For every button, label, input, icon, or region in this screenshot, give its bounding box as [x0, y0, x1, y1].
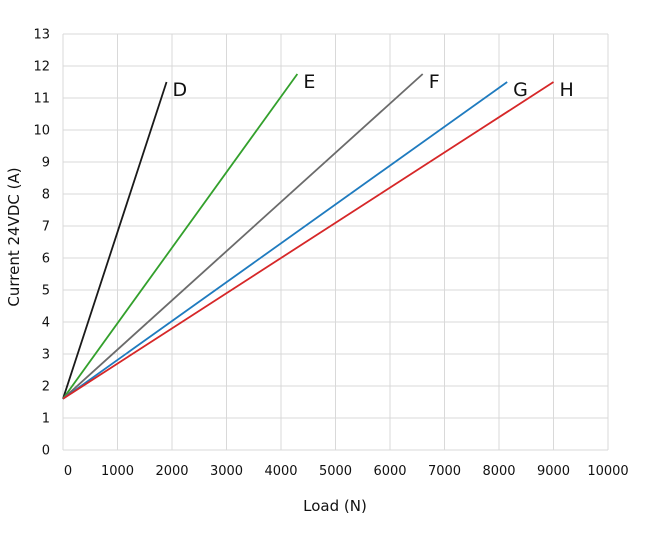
series-lines: [62, 73, 554, 400]
y-tick-label: 2: [42, 380, 50, 395]
y-tick-label: 7: [42, 220, 50, 235]
x-tick-label: 0: [64, 464, 72, 479]
x-tick-label: 10000: [587, 464, 628, 479]
y-tick-label: 6: [42, 252, 50, 267]
y-tick-label: 4: [42, 316, 50, 331]
series-line-g: [62, 81, 508, 400]
x-tick-label: 8000: [482, 464, 515, 479]
y-tick-label: 11: [33, 92, 50, 107]
x-tick-label: 2000: [155, 464, 188, 479]
series-label-e: E: [303, 71, 315, 93]
y-tick-label: 5: [42, 284, 50, 299]
x-tick-label: 5000: [319, 464, 352, 479]
series-label-f: F: [429, 71, 440, 93]
series-line-e: [62, 73, 299, 400]
y-tick-label: 10: [33, 124, 50, 139]
x-tick-label: 7000: [428, 464, 461, 479]
y-tick-label: 13: [33, 28, 50, 43]
x-tick-label: 9000: [537, 464, 570, 479]
y-tick-label: 12: [33, 60, 50, 75]
x-tick-label: 1000: [101, 464, 134, 479]
series-label-d: D: [173, 79, 188, 101]
series-line-f: [62, 73, 424, 400]
y-tick-label: 1: [42, 412, 50, 427]
x-axis-ticks: 0 1000 2000 3000 4000 5000 6000 7000 8000 9000 100…: [64, 464, 629, 479]
y-axis-title: Current 24VDC (A): [5, 167, 23, 306]
series-label-g: G: [513, 79, 528, 101]
x-tick-label: 6000: [373, 464, 406, 479]
y-tick-label: 0: [42, 444, 50, 459]
y-tick-label: 9: [42, 156, 50, 171]
series-line-d: [62, 81, 168, 400]
y-tick-label: 3: [42, 348, 50, 363]
series-label-h: H: [560, 79, 574, 101]
x-tick-label: 4000: [264, 464, 297, 479]
grid: [62, 33, 609, 451]
x-tick-label: 3000: [210, 464, 243, 479]
y-tick-label: 8: [42, 188, 50, 203]
series-line-h: [62, 81, 554, 400]
x-axis-title: Load (N): [303, 497, 367, 515]
series-labels: D E F G H: [173, 71, 574, 101]
